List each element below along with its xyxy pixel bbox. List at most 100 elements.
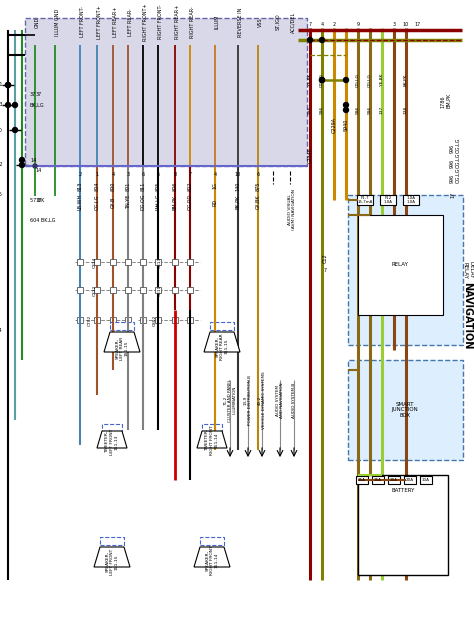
Text: 4: 4 [111,171,115,176]
Bar [187,287,193,293]
Circle shape [344,107,348,112]
Text: 996: 996 [320,106,324,114]
Bar [358,215,443,315]
Text: 1.0A
1.0A: 1.0A 1.0A [407,196,415,204]
Text: RD: RD [212,198,218,205]
Text: C311: C311 [158,285,162,296]
Text: 15A: 15A [374,478,382,482]
Text: 805: 805 [155,181,161,191]
Bar [200,537,224,545]
Circle shape [33,164,37,168]
Polygon shape [204,332,240,352]
Text: 17: 17 [450,192,455,198]
Text: GND: GND [35,16,40,28]
Text: BATTERY: BATTERY [392,487,415,492]
Text: LB,WH: LB,WH [78,194,82,210]
Text: DG,OG: DG,OG [140,194,146,210]
Text: LEFT FRONT-: LEFT FRONT- [80,6,85,37]
Text: WH,LG: WH,LG [155,193,161,210]
Text: SPEAKER,
RIGHT REAR
151-15: SPEAKER, RIGHT REAR 151-15 [215,333,228,360]
Text: OG,LG: OG,LG [320,73,324,87]
Text: 20A: 20A [406,478,414,482]
Bar [348,360,463,460]
Text: 3: 3 [127,171,129,176]
Polygon shape [94,547,130,567]
Text: 996
OG,LG: 996 OG,LG [450,137,461,153]
Text: 4: 4 [320,21,324,27]
Text: ACC/DEL: ACC/DEL [290,11,295,33]
Text: 802: 802 [188,181,192,191]
Text: SPEAKER,
LEFT FRONT
151-15: SPEAKER, LEFT FRONT 151-15 [105,549,118,575]
Bar [110,259,116,265]
Text: SMART
JUNCTION
BOX: SMART JUNCTION BOX [392,402,419,418]
Text: 9: 9 [356,21,359,27]
Text: OG,RD: OG,RD [188,194,192,210]
Text: BK,PK: BK,PK [236,195,240,209]
Text: 17: 17 [36,197,42,202]
Bar [202,424,222,431]
Text: C12: C12 [322,253,328,263]
Bar [348,195,463,345]
Text: AUDIO SYSTEM
AND NAVIGATION: AUDIO SYSTEM AND NAVIGATION [276,382,284,418]
Bar [372,476,384,484]
Text: C312: C312 [93,285,97,296]
Text: 3: 3 [392,21,396,27]
Text: 37: 37 [36,92,42,97]
Bar [155,259,161,265]
Text: LEFT REAR+: LEFT REAR+ [113,7,118,37]
Text: SPEAKER,
LEFT REAR
151-15: SPEAKER, LEFT REAR 151-15 [115,337,128,360]
Text: 2: 2 [78,171,82,176]
Text: 40-2
VEHICLE DYNAMIC SYSTEMS: 40-2 VEHICLE DYNAMIC SYSTEMS [258,371,266,429]
Text: 1: 1 [95,171,99,176]
Bar [77,259,83,265]
Text: 71-2
CLUSTER AND PANEL
ILLUMINATION: 71-2 CLUSTER AND PANEL ILLUMINATION [223,379,237,422]
Text: F12
1.0A: F12 1.0A [383,196,392,204]
Circle shape [6,83,10,87]
Circle shape [12,102,18,107]
Bar [94,287,100,293]
Bar [140,317,146,323]
Circle shape [6,83,10,87]
Text: 140: 140 [236,181,240,191]
Text: RIGHT REAR-: RIGHT REAR- [190,6,195,38]
Text: S233: S233 [0,102,3,107]
Text: 14: 14 [30,157,36,162]
Bar [77,317,83,323]
Text: 996: 996 [368,106,372,114]
Text: TWEETER,
LEFT FRONT
151-13: TWEETER, LEFT FRONT 151-13 [105,428,118,455]
Text: OG,LG: OG,LG [94,194,100,210]
Text: VSS: VSS [258,17,263,27]
Bar [125,317,131,323]
Bar [404,476,416,484]
Bar [388,476,400,484]
Bar [172,287,178,293]
Text: 6: 6 [256,171,260,176]
Text: 604 BK,LG: 604 BK,LG [30,217,55,222]
Text: TWEETER,
RIGHT FRONT
151-14: TWEETER, RIGHT FRONT 151-14 [205,425,219,455]
Text: 996
OG,LG: 996 OG,LG [450,167,461,183]
Text: AUDIO VISUAL
(AVM) NAVIGATION: AUDIO VISUAL (AVM) NAVIGATION [288,190,296,231]
Text: TN,YE: TN,YE [126,195,130,209]
Text: 7: 7 [323,267,327,272]
Text: ST,IGO: ST,IGO [275,14,280,30]
Text: GY,B: GY,B [110,197,116,208]
Text: 57 BK: 57 BK [30,197,45,202]
Bar [172,317,178,323]
Text: F1-7
15-7mA: F1-7 15-7mA [357,196,373,204]
Text: BM,PK: BM,PK [173,195,177,210]
Bar [380,195,396,205]
Text: C313: C313 [158,257,162,268]
Bar [140,287,146,293]
Text: RIGHT FRONT-: RIGHT FRONT- [158,4,163,39]
Bar [100,537,124,545]
Text: S940: S940 [344,119,348,131]
Bar [110,287,116,293]
Bar [155,287,161,293]
Bar [125,287,131,293]
Text: OG,LG: OG,LG [368,73,372,87]
Bar [77,287,83,293]
Text: 7: 7 [189,171,191,176]
Bar [102,424,122,431]
Bar [356,476,368,484]
Text: 1G: 1G [212,183,218,190]
